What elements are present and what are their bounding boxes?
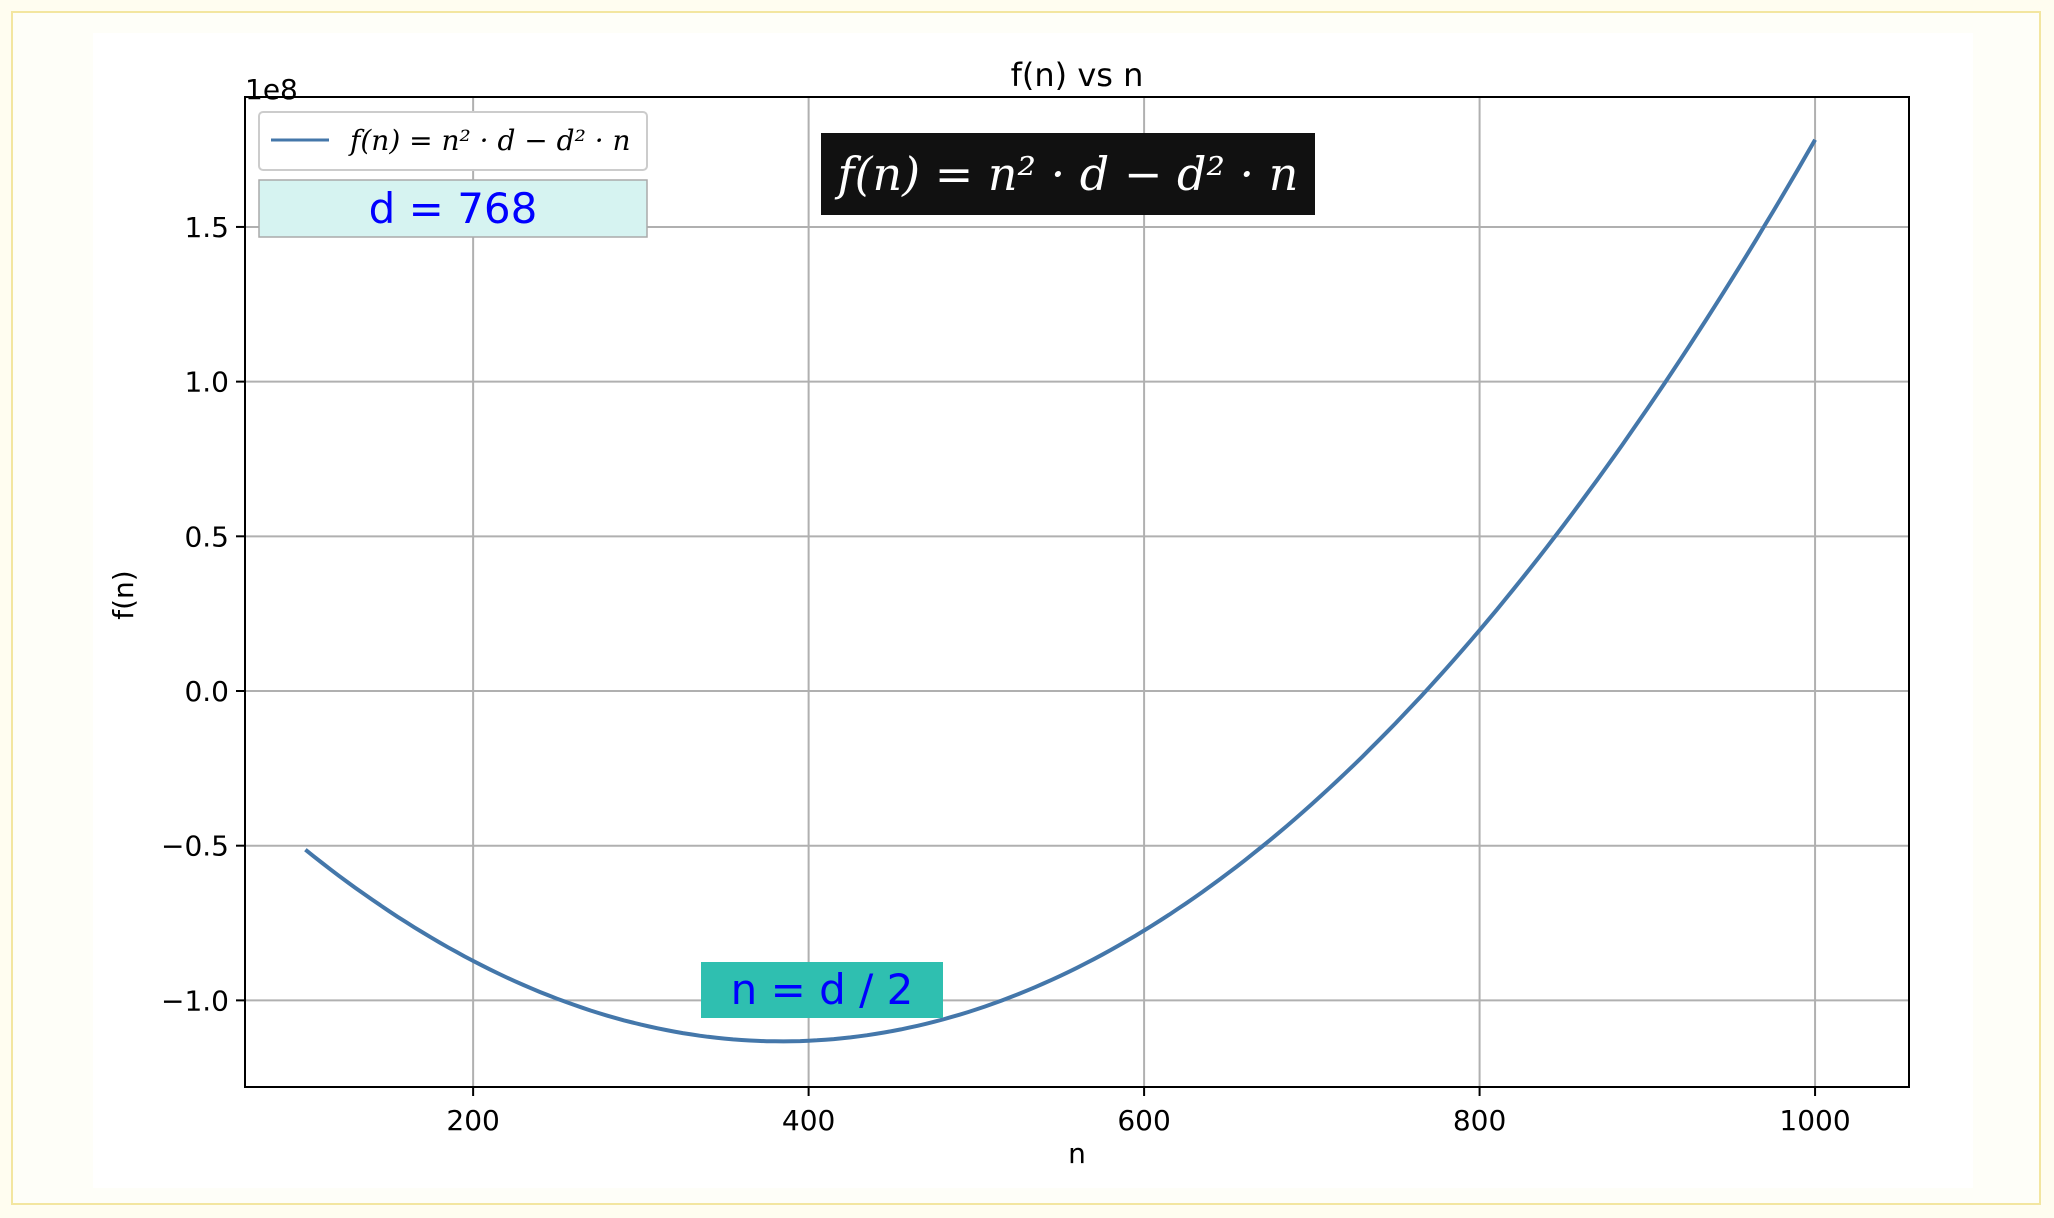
y-axis-label: f(n)	[107, 570, 140, 619]
d-value-box	[258, 179, 648, 238]
ticks: 200 400 600 800 1000 −1.0 −0.5 0.0 0.5 1.0 1.5	[161, 211, 1851, 1137]
legend-box	[258, 111, 648, 171]
y-offset-label: 1e8	[245, 73, 298, 106]
formula-annotation: f(n) = n² · d − d² · n	[821, 133, 1315, 215]
y-tick-label: −0.5	[161, 830, 229, 863]
x-tick-label: 600	[1117, 1104, 1170, 1137]
series-line	[304, 138, 1817, 1044]
minimum-annotation: n = d / 2	[701, 962, 943, 1018]
y-tick-label: −1.0	[161, 984, 229, 1017]
x-tick-label: 200	[446, 1104, 499, 1137]
y-tick-label: 1.0	[184, 366, 229, 399]
chart-frame: 200 400 600 800 1000 −1.0 −0.5 0.0 0.5 1.0 1.5 f(n…	[11, 11, 2041, 1205]
chart: 200 400 600 800 1000 −1.0 −0.5 0.0 0.5 1.0 1.5 f(n…	[93, 33, 1973, 1188]
y-tick-label: 1.5	[184, 211, 229, 244]
x-tick-label: 800	[1453, 1104, 1506, 1137]
x-tick-label: 400	[782, 1104, 835, 1137]
minimum-text: n = d / 2	[731, 965, 914, 1014]
x-tick-label: 1000	[1779, 1104, 1850, 1137]
x-axis-label: n	[1068, 1137, 1086, 1170]
formula-box	[821, 133, 1315, 215]
grid	[245, 97, 1909, 1087]
y-tick-label: 0.5	[184, 520, 229, 553]
legend-entry-label: f(n) = n² · d − d² · n	[348, 124, 631, 157]
curve-layer	[304, 138, 1817, 1044]
plot-area	[244, 96, 1910, 1088]
legend: f(n) = n² · d − d² · n	[258, 111, 648, 171]
formula-text: f(n) = n² · d − d² · n	[835, 147, 1299, 201]
chart-title: f(n) vs n	[1011, 56, 1144, 94]
d-value-annotation: d = 768	[258, 179, 648, 238]
y-tick-label: 0.0	[184, 675, 229, 708]
minimum-box	[701, 962, 943, 1018]
d-value-text: d = 768	[369, 184, 538, 233]
